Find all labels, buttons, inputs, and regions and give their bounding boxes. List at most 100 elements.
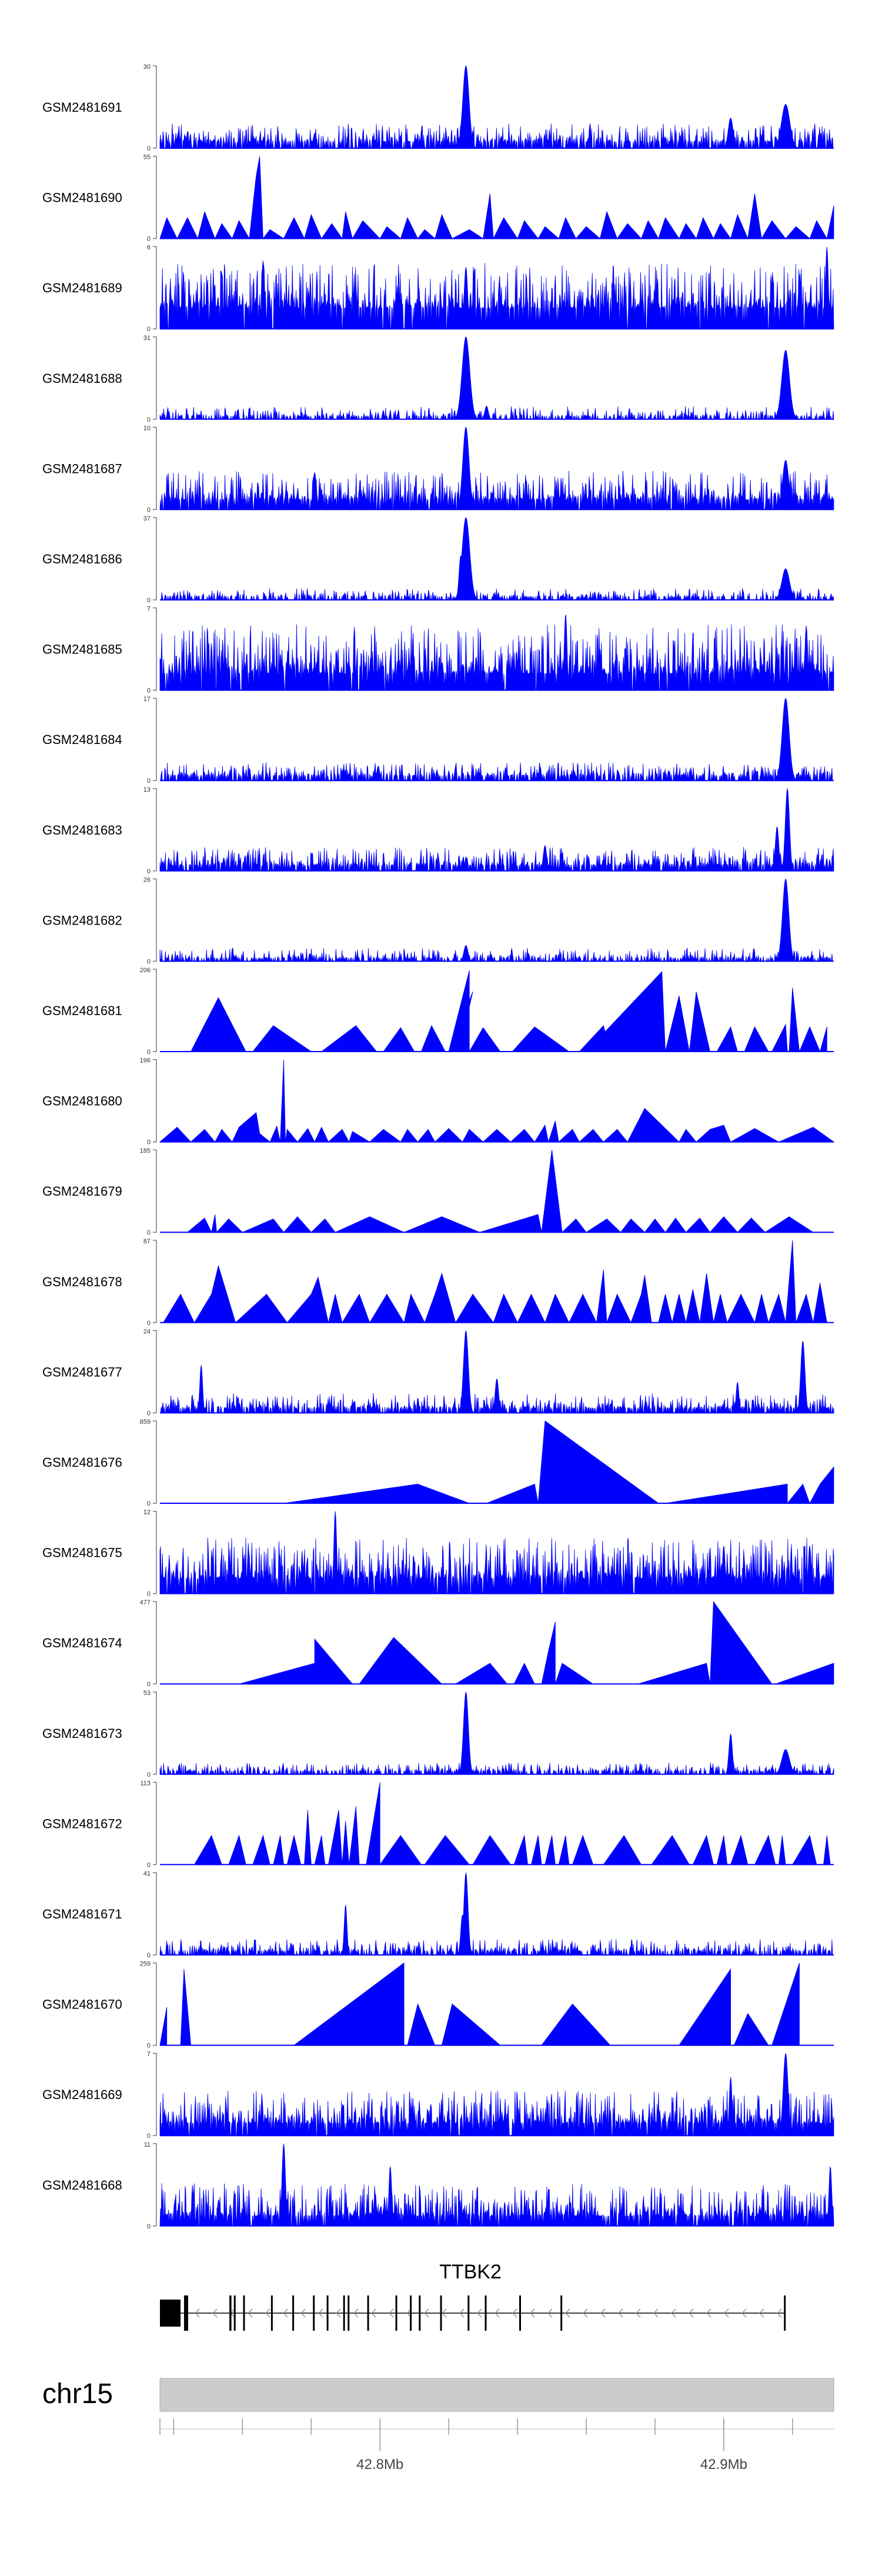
strand-arrow-icon	[671, 2308, 676, 2318]
y-tick-label-max: 55	[143, 154, 151, 161]
y-tick-label-zero: 0	[147, 2133, 151, 2140]
signal-area	[159, 788, 834, 872]
signal-area	[159, 1059, 835, 1143]
strand-arrow-icon	[689, 2308, 694, 2318]
track-label: GSM2481685	[42, 642, 122, 657]
y-tick-label-max: 41	[143, 1870, 151, 1877]
signal-area	[193, 1782, 831, 1866]
strand-arrow-icon	[265, 2308, 270, 2318]
gene-name-label: TTBK2	[439, 2261, 502, 2283]
y-tick-label-max: 196	[140, 1057, 151, 1065]
y-tick-label-max: 12	[143, 1509, 151, 1516]
strand-arrow-icon	[442, 2308, 447, 2318]
track-label: GSM2481679	[42, 1184, 122, 1199]
track-GSM2481676: GSM2481676 859 0	[42, 1419, 834, 1507]
y-tick-label-max: 11	[144, 2141, 151, 2148]
track-label: GSM2481691	[42, 100, 122, 115]
y-tick-label-max: 113	[140, 1780, 151, 1787]
gene-exon	[326, 2295, 329, 2331]
gene-exon	[270, 2295, 273, 2331]
y-tick-label-max: 10	[143, 425, 151, 432]
gene-exon	[410, 2295, 412, 2331]
track-GSM2481685: GSM2481685 7 0	[42, 606, 834, 695]
signal-area	[159, 246, 834, 329]
y-tick-label-max: 30	[143, 64, 151, 71]
y-tick-label-zero: 0	[147, 1952, 151, 1959]
signal-area	[160, 1330, 834, 1413]
track-GSM2481688: GSM2481688 31 0	[42, 335, 834, 423]
strand-arrow-icon	[389, 2308, 394, 2318]
strand-arrow-icon	[477, 2308, 482, 2318]
y-tick-label-max: 6	[147, 244, 151, 251]
gene-exon	[229, 2295, 232, 2331]
y-tick-label-zero: 0	[147, 958, 151, 965]
signal-area	[190, 970, 827, 1053]
strand-arrow-icon	[741, 2308, 747, 2318]
strand-arrow-icon	[653, 2308, 659, 2318]
y-tick-label-max: 17	[143, 696, 151, 703]
track-label: GSM2481682	[42, 913, 122, 927]
strand-arrow-icon	[600, 2308, 606, 2318]
y-tick-label-zero: 0	[147, 1681, 151, 1688]
y-tick-label-max: 259	[140, 1961, 151, 1968]
strand-arrow-icon	[547, 2308, 553, 2318]
signal-area	[159, 1872, 834, 1956]
y-tick-label-zero: 0	[147, 1049, 151, 1056]
strand-arrow-icon	[336, 2308, 341, 2318]
signal-area	[159, 2143, 834, 2227]
y-tick-label-max: 7	[147, 606, 151, 613]
track-label: GSM2481688	[42, 371, 122, 386]
track-GSM2481675: GSM2481675 12 0	[42, 1509, 834, 1598]
strand-arrow-icon	[300, 2308, 306, 2318]
signal-area	[160, 517, 834, 600]
gene-exon	[395, 2295, 397, 2331]
y-tick-label-max: 31	[143, 335, 151, 342]
signal-area	[160, 698, 834, 781]
y-tick-label-zero: 0	[147, 236, 151, 243]
gene-exon	[160, 2300, 181, 2327]
strand-arrow-icon	[248, 2308, 253, 2318]
signal-area	[159, 156, 834, 240]
y-tick-label-max: 37	[143, 515, 151, 522]
strand-arrow-icon	[195, 2308, 200, 2318]
y-tick-label-max: 13	[143, 786, 151, 793]
y-tick-label-zero: 0	[147, 1500, 151, 1507]
y-tick-label-zero: 0	[147, 868, 151, 875]
track-label: GSM2481687	[42, 461, 122, 476]
ideogram-band	[159, 2378, 834, 2412]
track-GSM2481670: GSM2481670 259 0	[42, 1961, 834, 2050]
y-tick-label-max: 206	[140, 967, 151, 974]
strand-arrow-icon	[530, 2308, 535, 2318]
gene-exon	[560, 2295, 563, 2331]
strand-arrow-icon	[777, 2308, 782, 2318]
track-GSM2481673: GSM2481673 53 0	[42, 1690, 834, 1778]
signal-area	[159, 1691, 834, 1775]
track-GSM2481677: GSM2481677 24 0	[42, 1328, 834, 1417]
gene-exon	[419, 2295, 421, 2331]
track-GSM2481683: GSM2481683 13 0	[42, 786, 834, 875]
y-tick-label-max: 24	[143, 1328, 151, 1335]
track-label: GSM2481678	[42, 1274, 122, 1289]
strand-arrow-icon	[406, 2308, 412, 2318]
y-tick-label-zero: 0	[147, 145, 151, 152]
y-tick-label-zero: 0	[147, 416, 151, 423]
y-tick-label-zero: 0	[147, 778, 151, 785]
y-tick-label-zero: 0	[147, 1771, 151, 1778]
track-label: GSM2481668	[42, 2178, 122, 2193]
y-tick-label-zero: 0	[147, 1410, 151, 1417]
y-tick-label-max: 87	[143, 1238, 151, 1245]
track-GSM2481679: GSM2481679 185 0	[42, 1147, 834, 1236]
y-tick-label-max: 7	[147, 2051, 151, 2058]
track-label: GSM2481681	[42, 1003, 122, 1018]
y-tick-label-zero: 0	[147, 1591, 151, 1598]
y-tick-label-zero: 0	[147, 2043, 151, 2050]
track-GSM2481686: GSM2481686 37 0	[42, 515, 834, 604]
gene-exon	[440, 2295, 442, 2331]
signal-area	[159, 65, 834, 149]
gene-exon	[367, 2295, 369, 2331]
track-GSM2481669: GSM2481669 7 0	[42, 2051, 834, 2140]
strand-arrow-icon	[283, 2308, 288, 2318]
track-GSM2481687: GSM2481687 10 0	[42, 425, 834, 513]
track-label: GSM2481684	[42, 732, 122, 747]
